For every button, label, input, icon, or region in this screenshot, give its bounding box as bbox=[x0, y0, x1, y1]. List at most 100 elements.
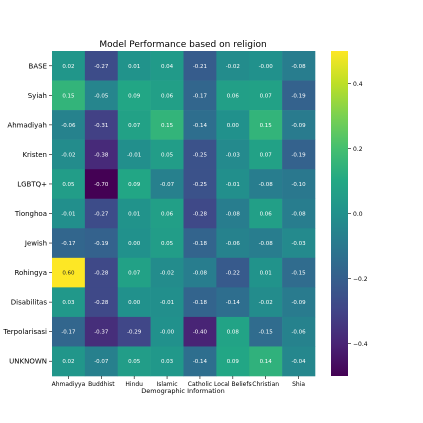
cell-value-label: 0.08 bbox=[227, 330, 240, 336]
cell-value-label: -0.10 bbox=[291, 182, 306, 188]
cell-value-label: 0.15 bbox=[260, 123, 273, 129]
heatmap-cell bbox=[249, 169, 283, 200]
cell-value-label: -0.03 bbox=[291, 241, 306, 247]
cell-value-label: -0.28 bbox=[94, 300, 109, 306]
cell-value-label: -0.06 bbox=[291, 330, 306, 336]
cell-value-label: -0.02 bbox=[160, 271, 174, 277]
heatmap-cell bbox=[183, 169, 217, 200]
y-tick-labels: BASE Syiah Ahmadiyah Kristen LGBTQ+ Tionghoa J… bbox=[2, 62, 52, 366]
cell-value-label: -0.21 bbox=[193, 64, 207, 70]
y-tick-label: UNKNOWN bbox=[9, 358, 47, 366]
heatmap-cell bbox=[52, 51, 86, 81]
cell-value-label: 0.06 bbox=[260, 212, 273, 218]
cell-value-label: -0.25 bbox=[193, 152, 208, 158]
cell-value-label: -0.08 bbox=[226, 212, 241, 218]
heatmap-cell bbox=[150, 139, 184, 170]
cell-value-label: -0.18 bbox=[193, 300, 208, 306]
heatmap-cell bbox=[282, 228, 316, 259]
cell-value-label: 0.05 bbox=[161, 241, 174, 247]
cell-value-label: -0.02 bbox=[259, 300, 273, 306]
cell-value-label: 0.60 bbox=[62, 271, 75, 277]
heatmap-cell bbox=[216, 257, 250, 288]
cell-value-label: 0.07 bbox=[128, 271, 141, 277]
cell-value-label: 0.03 bbox=[62, 300, 75, 306]
cell-value-label: -0.14 bbox=[193, 123, 208, 129]
cell-value-label: -0.29 bbox=[127, 330, 142, 336]
cell-value-label: -0.27 bbox=[94, 64, 109, 70]
heatmap-cell bbox=[84, 287, 119, 318]
colorbar-tick-label: −0.4 bbox=[353, 341, 368, 348]
cell-value-label: 0.07 bbox=[260, 93, 273, 99]
heatmap-cell bbox=[150, 316, 184, 347]
chart-title: Model Performance based on religion bbox=[99, 40, 266, 50]
cell-value-label: 0.04 bbox=[161, 64, 174, 70]
heatmap-cell bbox=[117, 51, 151, 81]
heatmap-cell bbox=[150, 51, 184, 81]
y-tick-label: Tionghoa bbox=[14, 210, 47, 218]
cell-value-label: -0.37 bbox=[94, 330, 109, 336]
cell-value-label: -0.08 bbox=[259, 241, 274, 247]
heatmap-cell bbox=[84, 198, 119, 229]
heatmap-cell bbox=[52, 169, 86, 200]
colorbar-tick-label: 0.4 bbox=[353, 81, 363, 88]
heatmap-cell bbox=[150, 169, 184, 200]
heatmap-cell bbox=[183, 257, 217, 288]
cell-value-label: -0.02 bbox=[226, 64, 240, 70]
heatmap-cell bbox=[249, 80, 283, 111]
heatmap-cell bbox=[216, 110, 250, 140]
heatmap-cell bbox=[52, 287, 86, 318]
cell-value-label: -0.01 bbox=[226, 182, 240, 188]
heatmap-cell bbox=[117, 346, 151, 377]
cell-value-label: 0.01 bbox=[260, 271, 272, 277]
cell-value-label: -0.25 bbox=[193, 182, 208, 188]
x-axis-label: Demographic Information bbox=[141, 387, 224, 395]
cell-value-label: -0.02 bbox=[61, 152, 75, 158]
x-tick-label: Catholic bbox=[188, 381, 212, 388]
heatmap-cell bbox=[183, 198, 217, 229]
heatmap-cell bbox=[282, 316, 316, 347]
cell-value-label: -0.19 bbox=[291, 93, 306, 99]
heatmap-cell bbox=[117, 169, 151, 200]
cell-value-label: 0.05 bbox=[128, 359, 141, 365]
heatmap-cell bbox=[84, 51, 119, 81]
heatmap-cell bbox=[117, 287, 151, 318]
heatmap-cell bbox=[84, 316, 119, 347]
cell-value-label: -0.00 bbox=[160, 330, 175, 336]
cell-value-label: 0.05 bbox=[62, 182, 75, 188]
cell-value-label: -0.07 bbox=[94, 359, 109, 365]
y-tick-label: Disabilitas bbox=[11, 299, 48, 307]
cell-value-label: -0.09 bbox=[291, 123, 306, 129]
heatmap-cell bbox=[183, 346, 217, 377]
cell-value-label: 0.09 bbox=[128, 93, 141, 99]
y-tick-label: BASE bbox=[29, 62, 47, 70]
heatmap-cell bbox=[183, 228, 217, 259]
x-tick-label: Buddhist bbox=[88, 381, 115, 388]
heatmap-cell bbox=[282, 287, 316, 318]
heatmap-cell bbox=[216, 198, 250, 229]
heatmap-cell bbox=[52, 139, 86, 170]
heatmap-cell bbox=[183, 316, 217, 347]
heatmap-cell bbox=[249, 316, 283, 347]
cell-value-label: -0.19 bbox=[291, 152, 306, 158]
heatmap-cell bbox=[282, 198, 316, 229]
x-tick-label: Local Beliefs bbox=[214, 381, 252, 388]
cell-value-label: 0.15 bbox=[161, 123, 174, 129]
heatmap-cell bbox=[216, 228, 250, 259]
cell-value-label: -0.18 bbox=[193, 241, 208, 247]
cell-value-label: -0.05 bbox=[94, 93, 109, 99]
cell-value-label: -0.31 bbox=[94, 123, 108, 129]
heatmap-cell bbox=[249, 198, 283, 229]
cell-value-label: -0.07 bbox=[160, 182, 175, 188]
heatmap-cell bbox=[150, 80, 184, 111]
y-tick-label: Syiah bbox=[28, 92, 47, 100]
cell-value-label: 0.01 bbox=[128, 64, 140, 70]
cell-value-label: -0.17 bbox=[193, 93, 208, 99]
heatmap-cell bbox=[150, 110, 184, 140]
cell-value-label: -0.17 bbox=[61, 330, 76, 336]
heatmap-cell bbox=[282, 139, 316, 170]
colorbar-tick-label: −0.2 bbox=[353, 276, 368, 283]
cell-value-label: -0.28 bbox=[193, 212, 208, 218]
heatmap-cell bbox=[249, 287, 283, 318]
